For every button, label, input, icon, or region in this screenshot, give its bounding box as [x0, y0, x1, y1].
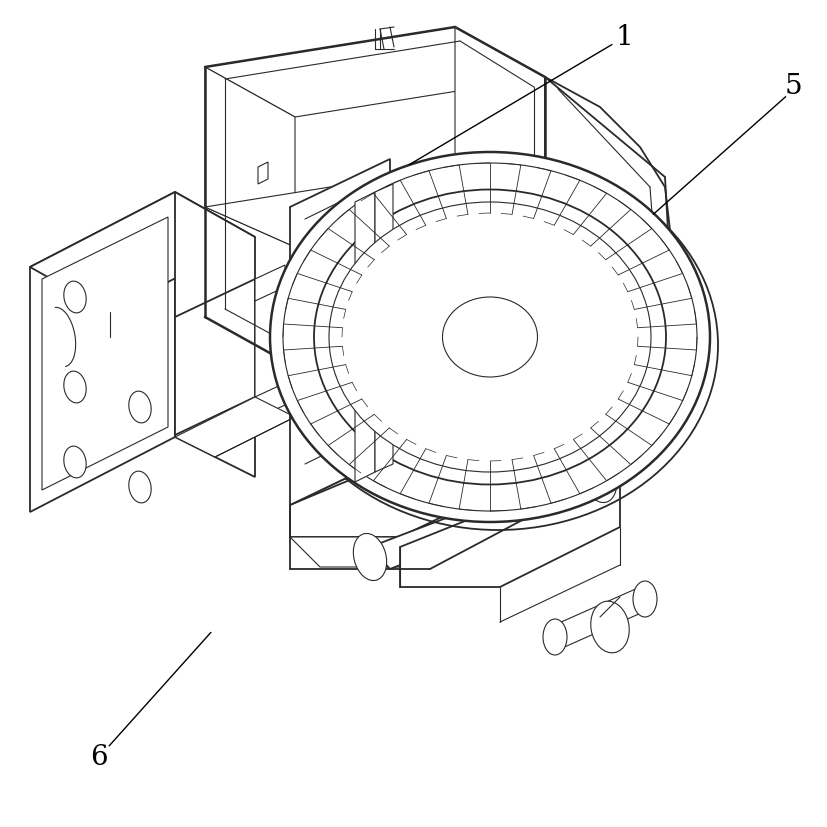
- Ellipse shape: [64, 371, 86, 404]
- Ellipse shape: [129, 392, 151, 423]
- Polygon shape: [205, 68, 295, 248]
- Polygon shape: [205, 28, 545, 118]
- Polygon shape: [320, 477, 420, 552]
- Polygon shape: [30, 193, 175, 513]
- Polygon shape: [42, 218, 168, 490]
- Polygon shape: [290, 457, 420, 528]
- Polygon shape: [255, 280, 310, 428]
- Polygon shape: [400, 467, 620, 587]
- Polygon shape: [305, 193, 360, 465]
- Polygon shape: [175, 280, 255, 436]
- Polygon shape: [258, 163, 268, 184]
- Ellipse shape: [590, 601, 629, 653]
- Polygon shape: [255, 265, 285, 302]
- Ellipse shape: [329, 203, 651, 472]
- Polygon shape: [205, 168, 545, 248]
- Ellipse shape: [543, 619, 567, 655]
- Polygon shape: [355, 193, 375, 482]
- Text: 5: 5: [785, 74, 803, 100]
- Polygon shape: [290, 538, 430, 567]
- Polygon shape: [545, 78, 672, 372]
- Polygon shape: [290, 160, 390, 505]
- Ellipse shape: [353, 533, 387, 581]
- Ellipse shape: [583, 456, 617, 503]
- Polygon shape: [375, 184, 393, 472]
- Polygon shape: [255, 384, 285, 419]
- Polygon shape: [550, 587, 650, 649]
- Ellipse shape: [314, 190, 666, 485]
- Text: 1: 1: [615, 24, 633, 50]
- Polygon shape: [455, 28, 545, 208]
- Ellipse shape: [270, 153, 710, 523]
- Polygon shape: [175, 193, 255, 477]
- Polygon shape: [30, 193, 255, 313]
- Ellipse shape: [64, 447, 86, 478]
- Ellipse shape: [283, 164, 697, 511]
- Ellipse shape: [633, 581, 657, 617]
- Ellipse shape: [64, 282, 86, 313]
- Text: 6: 6: [90, 743, 108, 770]
- Polygon shape: [370, 467, 600, 569]
- Polygon shape: [175, 398, 295, 457]
- Polygon shape: [290, 367, 660, 538]
- Ellipse shape: [442, 298, 538, 378]
- Ellipse shape: [129, 471, 151, 504]
